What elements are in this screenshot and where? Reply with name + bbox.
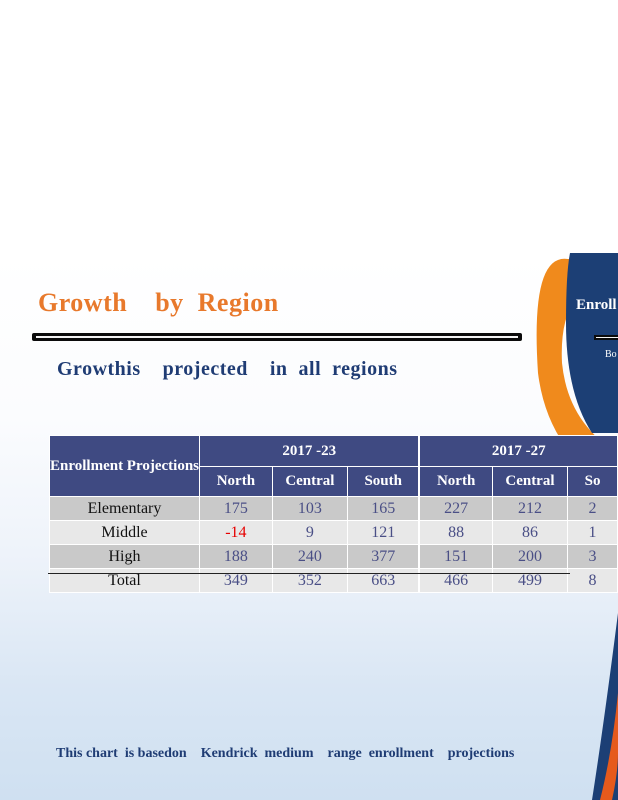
region-header: North [418,466,493,497]
period-header: 2017 -27 [418,435,618,467]
table-cell: 3 [567,544,618,569]
table-cell: 86 [491,520,569,545]
corner-header: Enrollment Projections [48,435,201,497]
table-cell: 212 [491,496,569,521]
table-cell: 175 [199,496,273,521]
table-cell: 499 [491,568,569,593]
orange-swoosh [536,258,618,493]
table-cell: 188 [199,544,273,569]
table-cell: 466 [418,568,493,593]
table-cell: 9 [271,520,349,545]
orange-swoosh-bottom [600,693,618,800]
table-row-elementary: Elementary 175 103 165 227 212 2 [48,496,618,521]
table-cell: 165 [347,496,420,521]
table-cell: 88 [418,520,493,545]
table-cell: 8 [567,568,618,593]
side-panel-title: Enroll [576,297,617,313]
enrollment-table: Enrollment Projections 2017 -23 2017 -27… [48,435,618,593]
region-header: South [347,466,420,497]
blue-panel [566,253,618,433]
table-cell: 200 [491,544,569,569]
side-panel-subtitle: Bo [605,349,617,360]
table-cell: 377 [347,544,420,569]
region-header: Central [271,466,349,497]
row-label: Middle [48,520,201,545]
slide: Growth by Region Growthis projected in a… [0,253,618,800]
table-cell: 663 [347,568,420,593]
row-label: High [48,544,201,569]
footnote: This chart is basedon Kendrick medium ra… [56,746,515,761]
table-cell: 349 [199,568,273,593]
region-header: Central [491,466,569,497]
row-label: Elementary [48,496,201,521]
total-separator-line [48,573,570,574]
slide-subtitle: Growthis projected in all regions [57,358,398,380]
table-cell: 121 [347,520,420,545]
decorative-swoosh [536,253,618,800]
period-header: 2017 -23 [199,435,420,467]
table-cell: 227 [418,496,493,521]
table-row-total: Total 349 352 663 466 499 8 [48,568,618,593]
row-label: Total [48,568,201,593]
table-cell-negative: -14 [199,520,273,545]
side-panel-rule [594,335,618,340]
slide-title: Growth by Region [38,288,279,317]
table-cell: 103 [271,496,349,521]
table-cell: 240 [271,544,349,569]
table-row-middle: Middle -14 9 121 88 86 1 [48,520,618,545]
title-rule-highlight [36,336,518,338]
table-cell: 352 [271,568,349,593]
region-header: So [567,466,618,497]
table-cell: 2 [567,496,618,521]
region-header: North [199,466,273,497]
table-cell: 1 [567,520,618,545]
table-cell: 151 [418,544,493,569]
table-row-high: High 188 240 377 151 200 3 [48,544,618,569]
